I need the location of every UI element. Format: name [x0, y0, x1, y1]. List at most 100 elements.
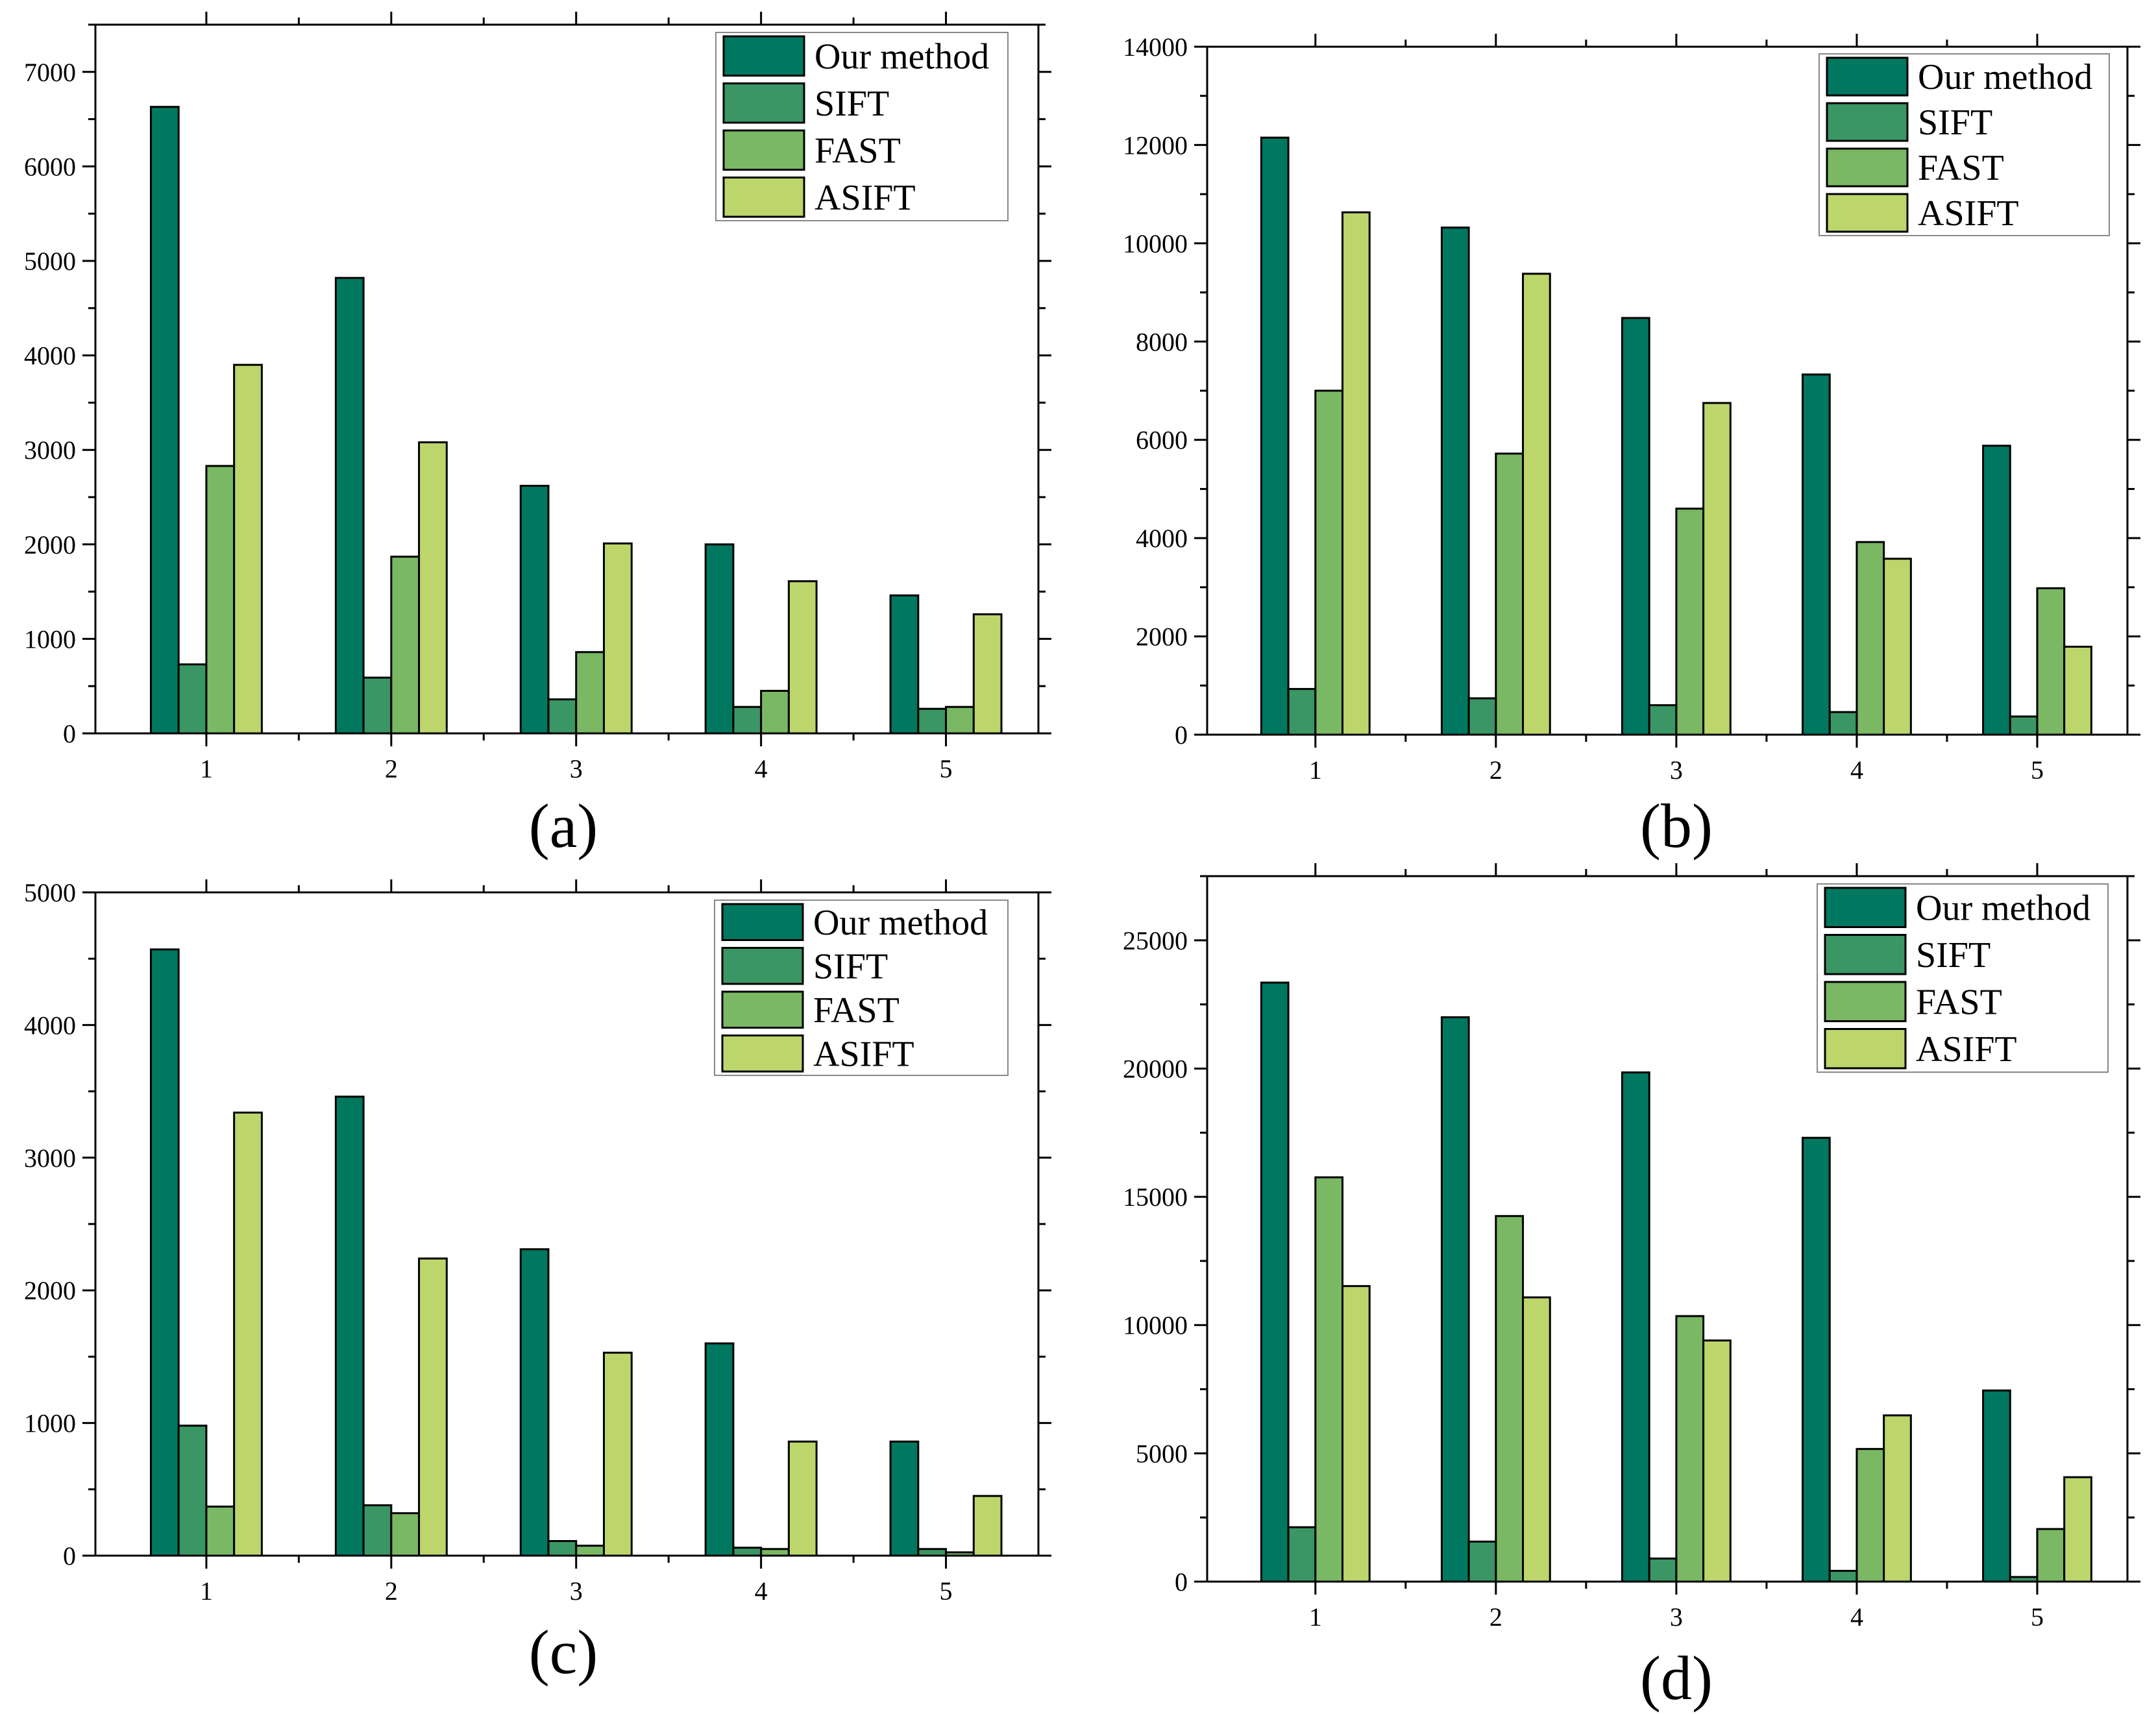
legend-swatch-sift	[722, 82, 805, 124]
legend-label-asift: ASIFT	[815, 178, 916, 218]
bar-fast-5	[945, 705, 975, 735]
bar-sift-4	[1828, 1569, 1858, 1583]
bar-asift-3	[602, 542, 633, 735]
bar-fast-4	[1856, 541, 1885, 736]
legend-label-asift: ASIFT	[813, 1034, 914, 1074]
bar-our-method-3	[1621, 317, 1650, 736]
y-tick-label: 5000	[1136, 1439, 1188, 1468]
y-tick-label: 5000	[24, 878, 76, 907]
bar-asift-5	[972, 1495, 1003, 1557]
bar-fast-1	[1314, 1176, 1344, 1583]
y-tick-label: 2000	[24, 530, 76, 559]
bar-fast-3	[575, 651, 605, 735]
legend-swatch-our-method	[1824, 887, 1907, 928]
panel-label: (c)	[529, 1617, 598, 1687]
y-tick-label: 3000	[24, 1144, 76, 1173]
bar-asift-3	[1702, 402, 1732, 736]
bar-fast-2	[1495, 1215, 1525, 1583]
bar-asift-1	[233, 1111, 263, 1557]
y-tick-label: 3000	[24, 435, 76, 465]
bar-sift-2	[1467, 1540, 1497, 1583]
x-tick-label: 4	[1850, 755, 1863, 785]
x-tick-label: 1	[200, 754, 213, 783]
bar-asift-4	[787, 580, 818, 735]
y-tick-label: 1000	[24, 1409, 76, 1438]
bar-sift-1	[1287, 688, 1317, 736]
panel-a: 0 1000 2000 3000 4000 5000 6000 7000 1 2 3 4 5 Our me…	[24, 12, 1051, 861]
bar-asift-2	[1522, 273, 1551, 736]
bar-fast-4	[760, 689, 790, 735]
x-tick-label: 1	[1309, 1602, 1322, 1632]
y-tick-label: 4000	[24, 1010, 76, 1040]
y-tick-label: 12000	[1123, 130, 1188, 160]
bar-our-method-4	[704, 1342, 735, 1557]
bar-fast-2	[390, 556, 421, 735]
y-tick-label: 2000	[1136, 622, 1188, 652]
legend-swatch-fast	[722, 129, 805, 171]
y-tick-label: 6000	[1136, 426, 1188, 455]
bar-fast-3	[575, 1545, 605, 1557]
legend-swatch-asift	[1824, 1028, 1907, 1070]
bar-asift-4	[787, 1440, 818, 1557]
legend-label-our-method: Our method	[1916, 888, 2090, 928]
bar-asift-2	[418, 441, 448, 735]
bar-sift-4	[732, 705, 763, 735]
bar-fast-2	[1495, 452, 1525, 736]
x-tick-label: 2	[385, 1576, 398, 1606]
legend-swatch-our-method	[1826, 56, 1909, 97]
x-tick-label: 3	[570, 754, 583, 783]
legend-label-sift: SIFT	[813, 946, 888, 986]
bar-our-method-2	[1440, 1016, 1470, 1583]
bar-our-method-2	[1440, 226, 1470, 736]
bar-our-method-3	[519, 1248, 550, 1557]
bar-sift-1	[177, 663, 208, 735]
bar-our-method-2	[334, 276, 365, 735]
x-tick-label: 5	[940, 754, 953, 783]
legend-label-asift: ASIFT	[1918, 193, 2019, 234]
x-tick-label: 3	[1670, 1602, 1683, 1632]
bar-sift-4	[732, 1547, 763, 1557]
legend-label-sift: SIFT	[815, 84, 889, 124]
bar-our-method-5	[1982, 1390, 2011, 1583]
bar-sift-2	[1467, 697, 1497, 736]
y-tick-label: 2000	[24, 1276, 76, 1305]
x-tick-label: 3	[1670, 755, 1683, 785]
legend-label-fast: FAST	[1918, 148, 2004, 188]
bar-our-method-5	[889, 594, 920, 735]
legend-swatch-sift	[721, 947, 804, 985]
bar-fast-2	[390, 1512, 421, 1557]
x-tick-label: 4	[1850, 1602, 1863, 1632]
bar-asift-1	[1341, 211, 1371, 736]
bar-sift-5	[2009, 1576, 2039, 1583]
legend-label-our-method: Our method	[815, 36, 989, 77]
bar-sift-1	[1287, 1526, 1317, 1583]
panel-b: 0 2000 4000 6000 8000 10000 12000 14000 1 2 3 4 5 Our…	[1123, 32, 2140, 861]
x-tick-label: 5	[940, 1576, 953, 1606]
x-tick-label: 3	[570, 1576, 583, 1606]
y-tick-label: 7000	[24, 58, 76, 87]
bar-our-method-1	[149, 106, 180, 735]
bar-fast-3	[1675, 1315, 1705, 1583]
y-tick-label: 5000	[24, 247, 76, 276]
legend-swatch-asift	[722, 177, 805, 218]
bar-our-method-1	[1260, 981, 1290, 1583]
x-tick-label: 1	[200, 1576, 213, 1606]
y-tick-label: 4000	[24, 341, 76, 371]
legend-swatch-fast	[721, 990, 804, 1029]
bar-fast-5	[2036, 1528, 2066, 1583]
legend-label-fast: FAST	[815, 130, 901, 171]
legend-swatch-our-method	[721, 903, 804, 941]
x-tick-label: 2	[1489, 1602, 1502, 1632]
y-tick-label: 1000	[24, 624, 76, 654]
x-tick-label: 4	[755, 754, 768, 783]
bar-asift-1	[1341, 1285, 1371, 1583]
legend: Our method SIFT FAST ASIFT	[1819, 53, 2110, 236]
bar-sift-3	[547, 1540, 578, 1557]
legend: Our method SIFT FAST ASIFT	[715, 32, 1009, 221]
legend-label-asift: ASIFT	[1916, 1029, 2017, 1070]
legend-label-sift: SIFT	[1918, 103, 1992, 143]
bar-asift-3	[1702, 1339, 1732, 1583]
bar-sift-5	[917, 1548, 948, 1557]
bar-asift-5	[2063, 1476, 2092, 1583]
bar-our-method-4	[1802, 1136, 1831, 1583]
